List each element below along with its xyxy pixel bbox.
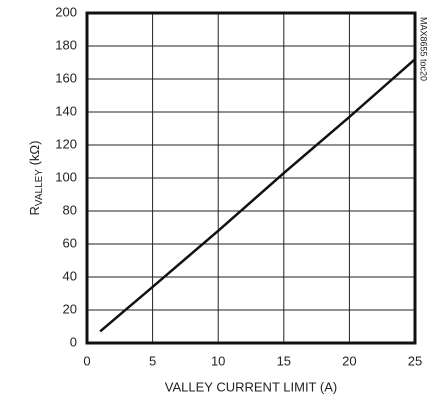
y-axis-label: RVALLEY (kΩ) [27,141,44,216]
plot-frame [85,11,417,345]
x-axis-label: VALLEY CURRENT LIMIT (A) [165,379,337,394]
y-tick-label: 40 [63,268,77,283]
y-label-sub: VALLEY [34,169,45,206]
y-tick-label: 100 [55,169,77,184]
y-tick-label: 140 [55,103,77,118]
x-tick-label: 20 [342,353,356,368]
y-tick-label: 180 [55,37,77,52]
y-tick-label: 60 [63,235,77,250]
y-tick-label: 160 [55,70,77,85]
y-label-main: R [27,206,42,215]
x-tick-label: 25 [408,353,422,368]
annotation: MAX8655 toc20 [419,17,429,81]
y-label-unit: (kΩ) [27,141,42,170]
x-tick-label: 10 [211,353,225,368]
x-tick-label: 0 [83,353,90,368]
y-tick-label: 200 [55,4,77,19]
y-tick-label: 120 [55,136,77,151]
y-tick-label: 0 [70,334,77,349]
x-tick-label: 5 [149,353,156,368]
y-tick-label: 20 [63,301,77,316]
data-line [99,58,416,333]
x-tick-label: 15 [277,353,291,368]
y-tick-label: 80 [63,202,77,217]
